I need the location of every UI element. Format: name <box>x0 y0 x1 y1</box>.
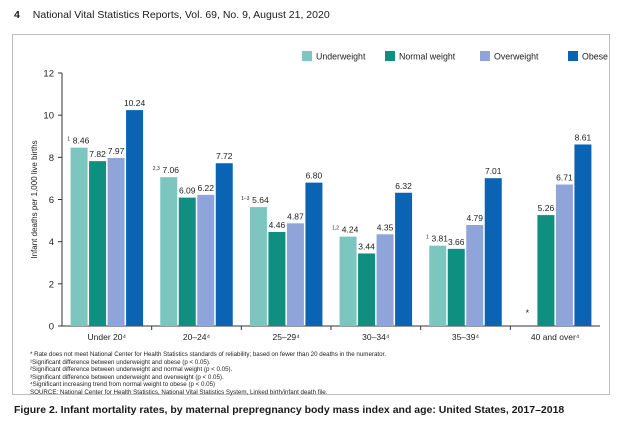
bar-overweight <box>197 194 215 326</box>
bar-overweight <box>286 223 304 326</box>
bar-normal-weight <box>89 161 107 326</box>
legend-label: Normal weight <box>399 52 456 62</box>
data-label: 6.80 <box>306 171 323 181</box>
data-label-superscript: 2,3 <box>153 166 160 172</box>
bar-underweight <box>429 245 447 326</box>
legend-swatch <box>568 51 578 61</box>
x-tick-label: 30–34⁴ <box>362 332 390 342</box>
figure-notes: * Rate does not meet National Center for… <box>30 351 386 397</box>
data-label: 7.06 <box>162 165 179 175</box>
data-label: 6.09 <box>179 186 196 196</box>
data-label: 3.44 <box>358 241 375 251</box>
bar-obese <box>395 192 413 326</box>
bar-overweight <box>466 225 484 326</box>
bar-normal-weight <box>268 231 286 326</box>
legend-swatch <box>480 51 490 61</box>
data-label: 4.87 <box>287 211 304 221</box>
data-label: 7.01 <box>485 166 502 176</box>
data-label: 8.61 <box>575 132 592 142</box>
bar-obese <box>574 144 592 326</box>
y-axis-label: Infant deaths per 1,000 live births <box>30 140 39 258</box>
bar-obese <box>126 110 144 327</box>
figure-caption: Figure 2. Infant mortality rates, by mat… <box>14 404 565 416</box>
legend-swatch <box>385 51 395 61</box>
data-label-superscript: 1,2 <box>332 226 339 232</box>
legend-label: Overweight <box>494 52 539 62</box>
x-tick-label: Under 20⁴ <box>88 332 127 342</box>
y-tick-label: 12 <box>43 69 54 80</box>
bar-underweight <box>249 207 267 326</box>
bar-normal-weight <box>178 197 196 326</box>
bar-obese <box>215 163 233 326</box>
data-label-superscript: 1 <box>67 137 70 143</box>
note-line: ²Significant difference between underwei… <box>30 366 233 374</box>
data-label: 7.97 <box>108 146 125 156</box>
y-tick-label: 6 <box>49 195 54 206</box>
data-label: 4.79 <box>466 213 483 223</box>
data-label: 4.35 <box>377 222 394 232</box>
data-label-superscript: 1–3 <box>241 196 250 202</box>
data-label: 7.82 <box>89 149 106 159</box>
note-line: ⁴Significant increasing trend from norma… <box>30 381 216 389</box>
legend-swatch <box>302 51 312 61</box>
bar-obese <box>484 178 502 326</box>
data-label-suppressed: * <box>526 308 530 318</box>
bar-normal-weight <box>537 215 555 326</box>
report-header: 4 National Vital Statistics Reports, Vol… <box>14 9 330 21</box>
data-label: 6.71 <box>556 173 573 183</box>
y-tick-label: 8 <box>49 153 54 164</box>
bar-normal-weight <box>447 248 465 326</box>
bar-overweight <box>555 184 573 326</box>
legend-label: Underweight <box>316 52 366 62</box>
x-tick-label: 20–24⁴ <box>183 332 211 342</box>
y-tick-label: 2 <box>49 279 54 290</box>
bar-overweight <box>107 157 125 326</box>
bar-underweight <box>160 177 178 326</box>
page-number: 4 <box>14 9 20 21</box>
note-line: * Rate does not meet National Center for… <box>30 351 386 358</box>
data-label: 5.26 <box>538 203 555 213</box>
data-label: 4.24 <box>342 225 359 235</box>
y-tick-label: 0 <box>49 322 54 333</box>
x-tick-label: 25–29⁴ <box>273 332 301 342</box>
report-title: National Vital Statistics Reports, Vol. … <box>32 9 330 21</box>
data-label-superscript: 1 <box>426 235 429 241</box>
note-line: SOURCE: National Center for Health Stati… <box>30 388 328 396</box>
bar-obese <box>305 182 323 326</box>
note-line: ¹Significant difference between underwei… <box>30 358 211 366</box>
data-label: 6.22 <box>197 183 214 193</box>
note-line: ³Significant difference between underwei… <box>30 373 224 381</box>
bar-normal-weight <box>358 253 376 326</box>
y-tick-label: 4 <box>49 237 54 248</box>
bar-underweight <box>339 236 357 326</box>
bar-underweight <box>70 147 88 326</box>
data-label: 6.32 <box>395 181 412 191</box>
figure-frame <box>12 34 610 395</box>
data-label: 3.81 <box>431 234 448 244</box>
legend-label: Obese <box>582 52 608 62</box>
y-tick-label: 10 <box>43 111 54 122</box>
data-label: 5.64 <box>252 195 269 205</box>
data-label: 7.72 <box>216 151 233 161</box>
x-tick-label: 35–39⁴ <box>452 332 480 342</box>
data-label: 3.66 <box>448 237 465 247</box>
x-tick-label: 40 and over⁴ <box>531 332 580 342</box>
data-label: 10.24 <box>124 98 146 108</box>
bar-overweight <box>376 234 394 326</box>
data-label: 4.46 <box>269 220 286 230</box>
data-label: 8.46 <box>73 136 90 146</box>
